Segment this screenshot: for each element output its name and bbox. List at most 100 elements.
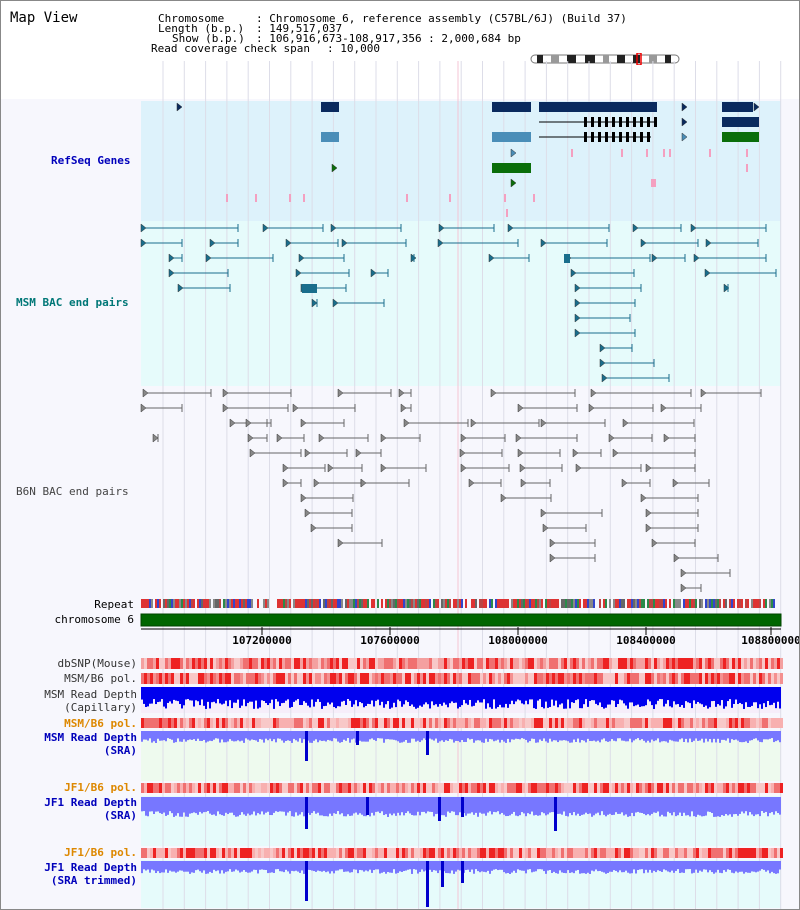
dbsnp-strip <box>495 658 498 669</box>
pol-strip <box>570 718 573 728</box>
pol-strip <box>651 848 654 858</box>
pol-strip <box>366 848 369 858</box>
msm-bac-label[interactable]: MSM BAC end pairs <box>16 296 129 309</box>
bac-end-icon <box>608 433 615 443</box>
jf1-b6-pol-2-label[interactable]: JF1/B6 pol. <box>64 846 137 859</box>
pol-strip <box>408 673 411 684</box>
depth-bar-cap <box>613 687 615 701</box>
repeat-mark <box>217 599 219 608</box>
depth-bar-msm <box>289 731 291 741</box>
depth-bar-jf1-trim <box>569 861 571 873</box>
depth-bar-jf1-trim <box>667 861 669 872</box>
depth-bar-cap <box>635 687 637 706</box>
repeat-mark <box>525 599 527 608</box>
depth-bar-jf1 <box>529 797 531 815</box>
jf1-b6-pol-label[interactable]: JF1/B6 pol. <box>64 781 137 794</box>
depth-bar-msm <box>369 731 371 740</box>
depth-bar-jf1 <box>485 797 487 816</box>
depth-bar-jf1 <box>595 797 597 814</box>
depth-bar-msm <box>721 731 723 740</box>
pol-strip <box>393 673 396 684</box>
depth-bar-cap <box>647 687 649 700</box>
depth-bar-jf1-trim <box>651 861 653 873</box>
dbsnp-strip <box>480 658 483 669</box>
depth-bar-jf1-trim <box>287 861 289 872</box>
msm-read-depth-sra-label[interactable]: MSM Read Depth (SRA) <box>44 731 137 757</box>
msm-b6-pol-label[interactable]: MSM/B6 pol. <box>64 672 137 685</box>
pol-strip <box>207 718 210 728</box>
depth-bar-jf1 <box>541 797 543 813</box>
pol-strip <box>411 783 414 793</box>
pol-strip <box>318 848 321 858</box>
depth-bar-jf1-trim <box>267 861 269 874</box>
msm-b6-pol-sra-label[interactable]: MSM/B6 pol. <box>64 717 137 730</box>
dbsnp-strip <box>381 658 384 669</box>
dbsnp-label[interactable]: dbSNP(Mouse) <box>57 657 137 670</box>
depth-bar-jf1-trim <box>399 861 401 872</box>
pol-strip <box>630 848 633 858</box>
depth-bar-msm <box>613 731 615 741</box>
pol-strip <box>684 848 687 858</box>
depth-bar-jf1 <box>381 797 383 812</box>
depth-bar-cap <box>653 687 655 709</box>
pol-strip <box>186 783 189 793</box>
depth-bar-jf1-trim <box>675 861 677 871</box>
depth-bar-cap <box>425 687 427 703</box>
depth-bar-cap <box>559 687 561 705</box>
depth-bar-msm <box>389 731 391 740</box>
depth-bar-msm <box>381 731 383 739</box>
jf1-trim-label[interactable]: JF1 Read Depth (SRA trimmed) <box>44 861 137 887</box>
depth-bar-cap <box>319 687 321 702</box>
depth-bar-cap <box>565 687 567 709</box>
pol-strip <box>222 783 225 793</box>
pol-strip <box>555 718 558 728</box>
b6n-bac-label[interactable]: B6N BAC end pairs <box>16 485 129 498</box>
depth-bar-jf1 <box>739 797 741 814</box>
depth-bar-jf1 <box>217 797 219 812</box>
depth-bar-msm <box>503 731 505 742</box>
depth-bar-jf1 <box>249 797 251 816</box>
depth-bar-jf1 <box>321 797 323 816</box>
pol-strip <box>168 673 171 684</box>
dbsnp-strip <box>540 658 543 669</box>
refseq-genes-label[interactable]: RefSeq Genes <box>51 154 131 167</box>
pol-strip <box>351 783 354 793</box>
bac-end-icon <box>310 523 317 533</box>
depth-bar-msm <box>331 731 333 742</box>
depth-bar-jf1 <box>471 797 473 813</box>
depth-bar-jf1 <box>185 797 187 817</box>
bac-end-icon <box>249 448 256 458</box>
depth-bar-jf1 <box>757 797 759 815</box>
depth-bar-cap <box>221 687 223 705</box>
jf1-read-depth-label[interactable]: JF1 Read Depth (SRA) <box>44 796 137 822</box>
repeat-mark <box>329 599 331 608</box>
msm-read-depth-cap-label[interactable]: MSM Read Depth (Capillary) <box>44 688 137 714</box>
repeat-mark <box>637 599 639 608</box>
depth-bar-jf1-trim <box>659 861 661 872</box>
repeat-mark <box>565 599 567 608</box>
depth-bar-cap <box>389 687 391 709</box>
repeat-mark <box>585 599 587 608</box>
depth-bar-jf1-trim <box>573 861 575 874</box>
pol-strip <box>690 673 693 684</box>
depth-bar-jf1 <box>199 797 201 812</box>
depth-bar-jf1 <box>359 797 361 814</box>
depth-bar-cap <box>577 687 579 700</box>
pol-strip <box>261 673 264 684</box>
depth-bar-jf1-trim <box>165 861 167 870</box>
repeat-mark <box>333 599 335 608</box>
pol-strip <box>780 718 783 728</box>
depth-bar-cap <box>141 687 143 700</box>
depth-bar-jf1-trim <box>291 861 293 871</box>
depth-bar-cap <box>415 687 417 709</box>
pol-strip <box>633 673 636 684</box>
pol-strip <box>558 848 561 858</box>
pol-strip <box>462 783 465 793</box>
dbsnp-strip <box>258 658 261 669</box>
pol-strip <box>654 673 657 684</box>
repeat-mark <box>701 599 703 608</box>
bac-end-icon <box>292 403 299 413</box>
pol-strip <box>153 718 156 728</box>
depth-bar-jf1-trim <box>735 861 737 872</box>
